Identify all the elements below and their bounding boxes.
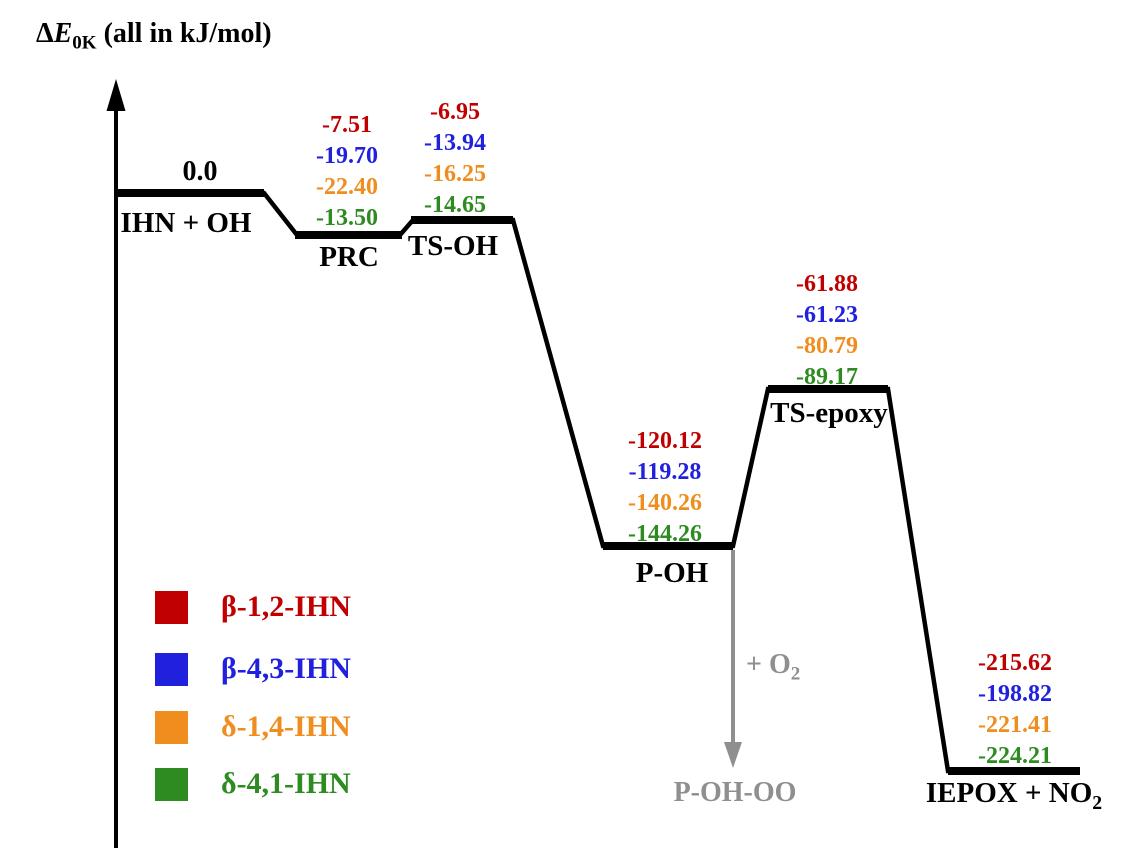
legend-label-b12-ihn: β-1,2-IHN	[221, 590, 351, 623]
ts-epoxy-value-blue: -61.23	[796, 302, 858, 328]
p-oh-value-red: -120.12	[628, 428, 702, 454]
reactants-energy-value: 0.0	[182, 156, 218, 187]
o2-branch-arrow	[724, 550, 742, 768]
station-label-iepox: IEPOX + NO2	[926, 777, 1102, 815]
legend-item-b43-ihn: β-4,3-IHN	[155, 652, 351, 686]
legend-swatch-red	[155, 590, 188, 624]
legend-swatch-orange	[155, 710, 188, 744]
prc-value-blue: -19.70	[316, 143, 378, 169]
diagram-title: ΔE0K (all in kJ/mol)	[36, 18, 272, 55]
legend-label-d14-ihn: δ-1,4-IHN	[221, 710, 351, 743]
station-label-p-oh: P-OH	[635, 557, 709, 589]
iepox-label-text: IEPOX + NO	[925, 777, 1093, 809]
ts-epoxy-value-green: -89.17	[796, 364, 858, 390]
legend-label-b43-ihn: β-4,3-IHN	[221, 652, 351, 685]
iepox-value-green: -224.21	[978, 743, 1052, 769]
prc-energy-values: -7.51 -19.70 -22.40 -13.50	[316, 110, 378, 234]
title-E: E	[53, 18, 73, 49]
ts-oh-value-green: -14.65	[424, 192, 486, 218]
p-oh-oo-label: P-OH-OO	[673, 777, 797, 808]
station-label-ts-epoxy: TS-epoxy	[770, 397, 888, 429]
ts-epoxy-energy-values: -61.88 -61.23 -80.79 -89.17	[796, 269, 858, 393]
p-oh-value-green: -144.26	[628, 521, 702, 547]
prc-value-red: -7.51	[322, 112, 372, 138]
ts-epoxy-value-orange: -80.79	[796, 333, 858, 359]
title-units: (all in kJ/mol)	[96, 18, 272, 49]
legend-swatch-green	[155, 767, 188, 801]
station-label-reactants: IHN + OH	[120, 207, 252, 239]
iepox-value-blue: -198.82	[978, 681, 1052, 707]
ts-oh-value-red: -6.95	[430, 99, 480, 125]
legend-label-d41-ihn: δ-4,1-IHN	[221, 767, 351, 800]
iepox-label-subscript: 2	[1092, 791, 1103, 814]
ts-epoxy-value-red: -61.88	[796, 271, 858, 297]
ts-oh-energy-values: -6.95 -13.94 -16.25 -14.65	[424, 97, 486, 221]
legend-item-d14-ihn: δ-1,4-IHN	[155, 710, 351, 744]
prc-value-orange: -22.40	[316, 174, 378, 200]
prc-value-green: -13.50	[316, 205, 378, 231]
title-subscript: 0K	[72, 32, 97, 54]
plus-o2-annotation: + O2	[746, 649, 800, 686]
legend-swatch-blue	[155, 652, 188, 686]
iepox-value-orange: -221.41	[978, 712, 1052, 738]
p-oh-energy-values: -120.12 -119.28 -140.26 -144.26	[628, 426, 702, 550]
ts-oh-value-orange: -16.25	[424, 161, 486, 187]
p-oh-value-blue: -119.28	[628, 459, 702, 485]
reaction-profile-path	[118, 189, 1080, 775]
station-label-ts-oh: TS-OH	[407, 230, 499, 262]
axis-arrowhead-up-icon	[106, 79, 126, 111]
ts-oh-value-blue: -13.94	[424, 130, 486, 156]
p-oh-value-orange: -140.26	[628, 490, 702, 516]
legend-item-b12-ihn: β-1,2-IHN	[155, 590, 351, 624]
energy-axis	[106, 79, 126, 848]
title-delta: Δ	[36, 18, 54, 49]
station-label-prc: PRC	[319, 241, 379, 273]
iepox-value-red: -215.62	[978, 650, 1052, 676]
profile-connectors	[118, 190, 1080, 774]
plus-o2-text: + O	[746, 649, 791, 680]
legend-item-d41-ihn: δ-4,1-IHN	[155, 767, 351, 801]
plus-o2-subscript: 2	[790, 663, 801, 685]
iepox-energy-values: -215.62 -198.82 -221.41 -224.21	[978, 648, 1052, 772]
o2-branch-arrowhead-down-icon	[724, 742, 742, 768]
